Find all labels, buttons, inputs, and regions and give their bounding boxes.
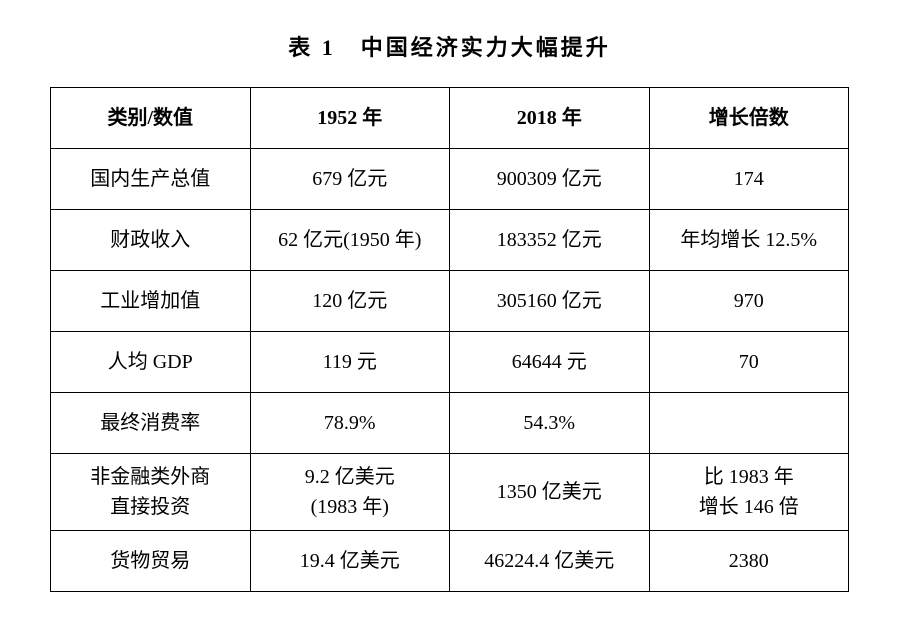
cell-1952: 19.4 亿美元 [250, 531, 450, 592]
cell-category: 财政收入 [51, 210, 251, 271]
table-row: 国内生产总值 679 亿元 900309 亿元 174 [51, 149, 849, 210]
cell-category: 人均 GDP [51, 332, 251, 393]
cell-growth [649, 393, 849, 454]
col-header-category: 类别/数值 [51, 88, 251, 149]
cell-category: 工业增加值 [51, 271, 251, 332]
table-title: 表 1 中国经济实力大幅提升 [50, 30, 849, 62]
cell-line1: 非金融类外商 [90, 466, 210, 488]
cell-line1: 9.2 亿美元 [305, 466, 395, 488]
table-row: 财政收入 62 亿元(1950 年) 183352 亿元 年均增长 12.5% [51, 210, 849, 271]
cell-growth: 2380 [649, 531, 849, 592]
data-table: 类别/数值 1952 年 2018 年 增长倍数 国内生产总值 679 亿元 9… [50, 87, 849, 592]
col-header-1952: 1952 年 [250, 88, 450, 149]
cell-2018: 305160 亿元 [450, 271, 650, 332]
cell-growth: 年均增长 12.5% [649, 210, 849, 271]
cell-line2: 增长 146 倍 [699, 496, 799, 518]
cell-2018: 46224.4 亿美元 [450, 531, 650, 592]
cell-category: 非金融类外商 直接投资 [51, 454, 251, 531]
table-row: 货物贸易 19.4 亿美元 46224.4 亿美元 2380 [51, 531, 849, 592]
cell-growth: 970 [649, 271, 849, 332]
col-header-2018: 2018 年 [450, 88, 650, 149]
cell-category: 国内生产总值 [51, 149, 251, 210]
cell-line2: (1983 年) [311, 496, 389, 518]
table-row: 工业增加值 120 亿元 305160 亿元 970 [51, 271, 849, 332]
cell-growth: 70 [649, 332, 849, 393]
col-header-growth: 增长倍数 [649, 88, 849, 149]
cell-1952: 9.2 亿美元 (1983 年) [250, 454, 450, 531]
cell-1952: 120 亿元 [250, 271, 450, 332]
cell-1952: 62 亿元(1950 年) [250, 210, 450, 271]
cell-line2: 直接投资 [110, 496, 190, 518]
table-row: 人均 GDP 119 元 64644 元 70 [51, 332, 849, 393]
table-header-row: 类别/数值 1952 年 2018 年 增长倍数 [51, 88, 849, 149]
cell-category: 最终消费率 [51, 393, 251, 454]
cell-2018: 54.3% [450, 393, 650, 454]
cell-1952: 78.9% [250, 393, 450, 454]
table-row: 非金融类外商 直接投资 9.2 亿美元 (1983 年) 1350 亿美元 比 … [51, 454, 849, 531]
cell-growth: 174 [649, 149, 849, 210]
cell-1952: 119 元 [250, 332, 450, 393]
cell-2018: 183352 亿元 [450, 210, 650, 271]
cell-2018: 900309 亿元 [450, 149, 650, 210]
cell-category: 货物贸易 [51, 531, 251, 592]
cell-2018: 64644 元 [450, 332, 650, 393]
cell-growth: 比 1983 年 增长 146 倍 [649, 454, 849, 531]
cell-1952: 679 亿元 [250, 149, 450, 210]
cell-2018: 1350 亿美元 [450, 454, 650, 531]
cell-line1: 比 1983 年 [704, 466, 794, 488]
table-row: 最终消费率 78.9% 54.3% [51, 393, 849, 454]
